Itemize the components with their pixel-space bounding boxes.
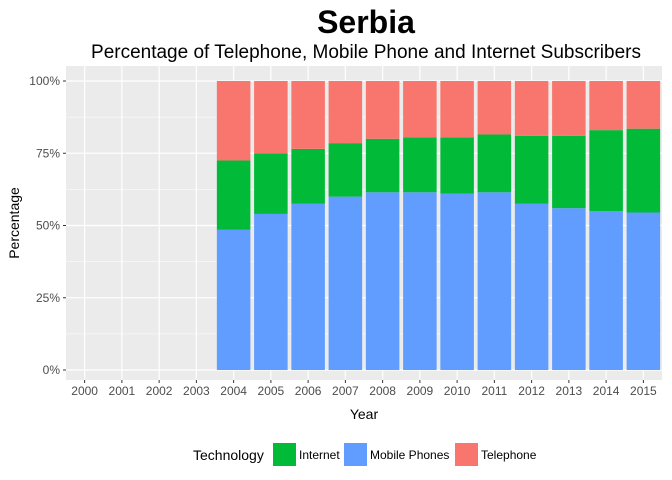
bar-telephone-2006	[291, 81, 325, 149]
legend-label-internet: Internet	[299, 448, 340, 462]
bar-telephone-2015	[626, 81, 661, 129]
x-tick-label: 2009	[407, 384, 434, 398]
x-axis: 2000 2001 2002 2003 2004 2005 2006 2007 2008 2009…	[71, 380, 657, 398]
bar-telephone-2010	[440, 81, 474, 138]
bar-mobile-phones-2015	[626, 212, 661, 370]
bar-telephone-2012	[514, 81, 549, 136]
bar-telephone-2014	[589, 81, 623, 131]
legend: Technology Internet Mobile Phones Telephon…	[193, 443, 537, 466]
x-tick-label: 2011	[481, 384, 507, 398]
bar-internet-2010	[440, 137, 474, 194]
bar-mobile-phones-2012	[514, 203, 549, 370]
bar-internet-2013	[552, 135, 586, 209]
legend-swatch-telephone	[455, 443, 478, 466]
legend-swatch-internet	[273, 443, 296, 466]
chart-subtitle: Percentage of Telephone, Mobile Phone an…	[91, 42, 641, 63]
bar-telephone-2011	[477, 81, 512, 135]
bar-mobile-phones-2009	[403, 192, 437, 370]
bar-mobile-phones-2010	[440, 193, 474, 370]
y-axis: 0% 25% 50% 75% 100%	[29, 74, 66, 377]
bar-mobile-phones-2008	[365, 192, 400, 370]
bar-internet-2012	[514, 135, 549, 204]
x-tick-label: 2008	[369, 384, 396, 398]
legend-title: Technology	[193, 447, 264, 463]
x-tick-label: 2002	[146, 384, 173, 398]
legend-swatch-mobile-phones	[344, 443, 367, 466]
x-tick-label: 2007	[332, 384, 359, 398]
x-tick-label: 2014	[593, 384, 620, 398]
legend-label-telephone: Telephone	[481, 448, 537, 462]
bar-mobile-phones-2004	[216, 229, 251, 370]
y-tick-label: 100%	[29, 74, 60, 88]
bar-telephone-2008	[365, 81, 400, 139]
y-tick-label: 25%	[36, 291, 60, 305]
bar-mobile-phones-2011	[477, 192, 512, 370]
bar-telephone-2005	[254, 81, 288, 154]
x-tick-label: 2006	[295, 384, 322, 398]
bar-internet-2005	[254, 153, 288, 214]
legend-label-mobile-phones: Mobile Phones	[370, 448, 449, 462]
x-tick-label: 2001	[109, 384, 136, 398]
bar-internet-2008	[365, 138, 400, 193]
bar-mobile-phones-2007	[328, 196, 363, 370]
bar-mobile-phones-2013	[552, 208, 586, 370]
x-tick-label: 2004	[220, 384, 247, 398]
y-tick-label: 0%	[43, 363, 61, 377]
x-tick-label: 2000	[71, 384, 98, 398]
y-tick-label: 75%	[36, 146, 60, 160]
x-tick-label: 2005	[258, 384, 285, 398]
bar-telephone-2007	[328, 81, 363, 144]
bar-mobile-phones-2014	[589, 211, 623, 370]
bar-internet-2011	[477, 134, 512, 193]
chart-title: Serbia	[317, 4, 415, 40]
x-tick-label: 2010	[444, 384, 471, 398]
bar-internet-2014	[589, 130, 623, 212]
bar-telephone-2009	[403, 81, 437, 138]
bar-internet-2004	[216, 160, 251, 230]
x-tick-label: 2015	[630, 384, 657, 398]
x-tick-label: 2003	[183, 384, 210, 398]
x-tick-label: 2013	[556, 384, 583, 398]
x-tick-label: 2012	[518, 384, 545, 398]
bar-telephone-2013	[552, 81, 586, 136]
bar-telephone-2004	[216, 81, 251, 161]
bar-internet-2006	[291, 148, 325, 204]
bar-internet-2007	[328, 143, 363, 197]
y-axis-title: Percentage	[6, 187, 22, 259]
bar-mobile-phones-2005	[254, 213, 288, 370]
bar-internet-2009	[403, 137, 437, 193]
bar-internet-2015	[626, 128, 661, 213]
y-tick-label: 50%	[36, 219, 60, 233]
bar-mobile-phones-2006	[291, 203, 325, 370]
x-axis-title: Year	[350, 406, 379, 422]
bars-group	[216, 81, 661, 370]
